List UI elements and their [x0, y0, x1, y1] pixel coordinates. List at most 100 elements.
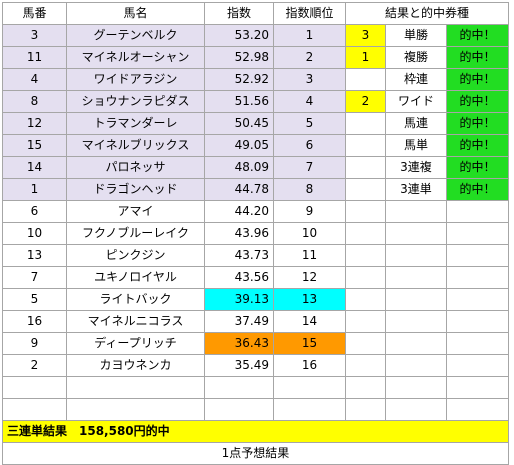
cell-hit[interactable]: [446, 332, 509, 355]
cell-horse-name[interactable]: ピンクジン: [66, 244, 205, 267]
cell-horse-name[interactable]: カヨウネンカ: [66, 354, 205, 377]
cell-hit[interactable]: 的中！: [446, 46, 509, 69]
cell-horse-name[interactable]: アマイ: [66, 200, 205, 223]
cell-horse-name[interactable]: パロネッサ: [66, 156, 205, 179]
header-result[interactable]: 結果と的中券種: [345, 2, 509, 25]
cell-hit[interactable]: 的中！: [446, 112, 509, 135]
cell-hit[interactable]: [446, 288, 509, 311]
cell-rank[interactable]: 4: [273, 90, 346, 113]
cell-horse-name[interactable]: ワイドアラジン: [66, 68, 205, 91]
cell-umaban[interactable]: 2: [2, 354, 67, 377]
cell-umaban[interactable]: 12: [2, 112, 67, 135]
cell-horse-name[interactable]: マイネルブリックス: [66, 134, 205, 157]
cell-finish[interactable]: [345, 134, 386, 157]
cell-bet-type[interactable]: [385, 288, 447, 311]
cell-index[interactable]: 52.98: [204, 46, 274, 69]
cell-index[interactable]: 43.56: [204, 266, 274, 289]
cell-finish[interactable]: 3: [345, 24, 386, 47]
cell-rank[interactable]: 8: [273, 178, 346, 201]
cell-hit[interactable]: [446, 266, 509, 289]
cell-bet-type[interactable]: 複勝: [385, 46, 447, 69]
header-name[interactable]: 馬名: [66, 2, 205, 25]
cell-horse-name[interactable]: マイネルニコラス: [66, 310, 205, 333]
cell-bet-type[interactable]: [385, 200, 447, 223]
cell-bet-type[interactable]: 単勝: [385, 24, 447, 47]
cell-finish[interactable]: [345, 68, 386, 91]
cell-bet-type[interactable]: 3連複: [385, 156, 447, 179]
header-umaban[interactable]: 馬番: [2, 2, 67, 25]
cell-index[interactable]: 49.05: [204, 134, 274, 157]
cell-hit[interactable]: [446, 376, 509, 399]
cell-umaban[interactable]: 1: [2, 178, 67, 201]
cell-rank[interactable]: 6: [273, 134, 346, 157]
cell-rank[interactable]: 12: [273, 266, 346, 289]
cell-bet-type[interactable]: [385, 244, 447, 267]
cell-bet-type[interactable]: 馬単: [385, 134, 447, 157]
cell-umaban[interactable]: [2, 398, 67, 421]
cell-finish[interactable]: 2: [345, 90, 386, 113]
cell-finish[interactable]: [345, 156, 386, 179]
cell-hit[interactable]: [446, 222, 509, 245]
cell-umaban[interactable]: 14: [2, 156, 67, 179]
cell-bet-type[interactable]: [385, 266, 447, 289]
cell-horse-name[interactable]: グーテンベルク: [66, 24, 205, 47]
cell-horse-name[interactable]: ライトバック: [66, 288, 205, 311]
cell-hit[interactable]: [446, 398, 509, 421]
header-rank[interactable]: 指数順位: [273, 2, 346, 25]
cell-horse-name[interactable]: マイネルオーシャン: [66, 46, 205, 69]
cell-bet-type[interactable]: [385, 222, 447, 245]
cell-finish[interactable]: [345, 398, 386, 421]
cell-umaban[interactable]: 13: [2, 244, 67, 267]
cell-finish[interactable]: [345, 266, 386, 289]
cell-finish[interactable]: [345, 244, 386, 267]
cell-horse-name[interactable]: ショウナンラピダス: [66, 90, 205, 113]
cell-finish[interactable]: [345, 288, 386, 311]
cell-index[interactable]: 35.49: [204, 354, 274, 377]
cell-index[interactable]: 44.78: [204, 178, 274, 201]
cell-index[interactable]: 51.56: [204, 90, 274, 113]
cell-horse-name[interactable]: [66, 398, 205, 421]
cell-hit[interactable]: [446, 200, 509, 223]
cell-rank[interactable]: 1: [273, 24, 346, 47]
cell-rank[interactable]: 14: [273, 310, 346, 333]
cell-rank[interactable]: 5: [273, 112, 346, 135]
cell-finish[interactable]: [345, 222, 386, 245]
cell-index[interactable]: 44.20: [204, 200, 274, 223]
cell-rank[interactable]: 3: [273, 68, 346, 91]
cell-index[interactable]: 43.96: [204, 222, 274, 245]
cell-index[interactable]: 37.49: [204, 310, 274, 333]
cell-umaban[interactable]: 5: [2, 288, 67, 311]
cell-bet-type[interactable]: 馬連: [385, 112, 447, 135]
cell-umaban[interactable]: 15: [2, 134, 67, 157]
cell-umaban[interactable]: 9: [2, 332, 67, 355]
cell-hit[interactable]: 的中！: [446, 134, 509, 157]
cell-finish[interactable]: [345, 200, 386, 223]
cell-rank[interactable]: 13: [273, 288, 346, 311]
cell-index[interactable]: 39.13: [204, 288, 274, 311]
cell-index[interactable]: 36.43: [204, 332, 274, 355]
cell-index[interactable]: 50.45: [204, 112, 274, 135]
cell-umaban[interactable]: 6: [2, 200, 67, 223]
cell-umaban[interactable]: 11: [2, 46, 67, 69]
cell-horse-name[interactable]: ユキノロイヤル: [66, 266, 205, 289]
cell-hit[interactable]: [446, 354, 509, 377]
cell-bet-type[interactable]: [385, 354, 447, 377]
cell-hit[interactable]: 的中！: [446, 90, 509, 113]
cell-index[interactable]: 52.92: [204, 68, 274, 91]
cell-umaban[interactable]: 16: [2, 310, 67, 333]
cell-rank[interactable]: 15: [273, 332, 346, 355]
summary-cell[interactable]: 三連単結果 158,580円的中: [2, 420, 509, 443]
cell-hit[interactable]: 的中！: [446, 24, 509, 47]
footer-cell[interactable]: 1点予想結果: [2, 442, 509, 465]
cell-index[interactable]: 43.73: [204, 244, 274, 267]
cell-rank[interactable]: 9: [273, 200, 346, 223]
cell-index[interactable]: [204, 376, 274, 399]
cell-finish[interactable]: 1: [345, 46, 386, 69]
cell-hit[interactable]: [446, 244, 509, 267]
cell-hit[interactable]: 的中！: [446, 178, 509, 201]
cell-rank[interactable]: 16: [273, 354, 346, 377]
cell-horse-name[interactable]: トラマンダーレ: [66, 112, 205, 135]
cell-horse-name[interactable]: フクノブルーレイク: [66, 222, 205, 245]
cell-umaban[interactable]: 7: [2, 266, 67, 289]
cell-umaban[interactable]: [2, 376, 67, 399]
